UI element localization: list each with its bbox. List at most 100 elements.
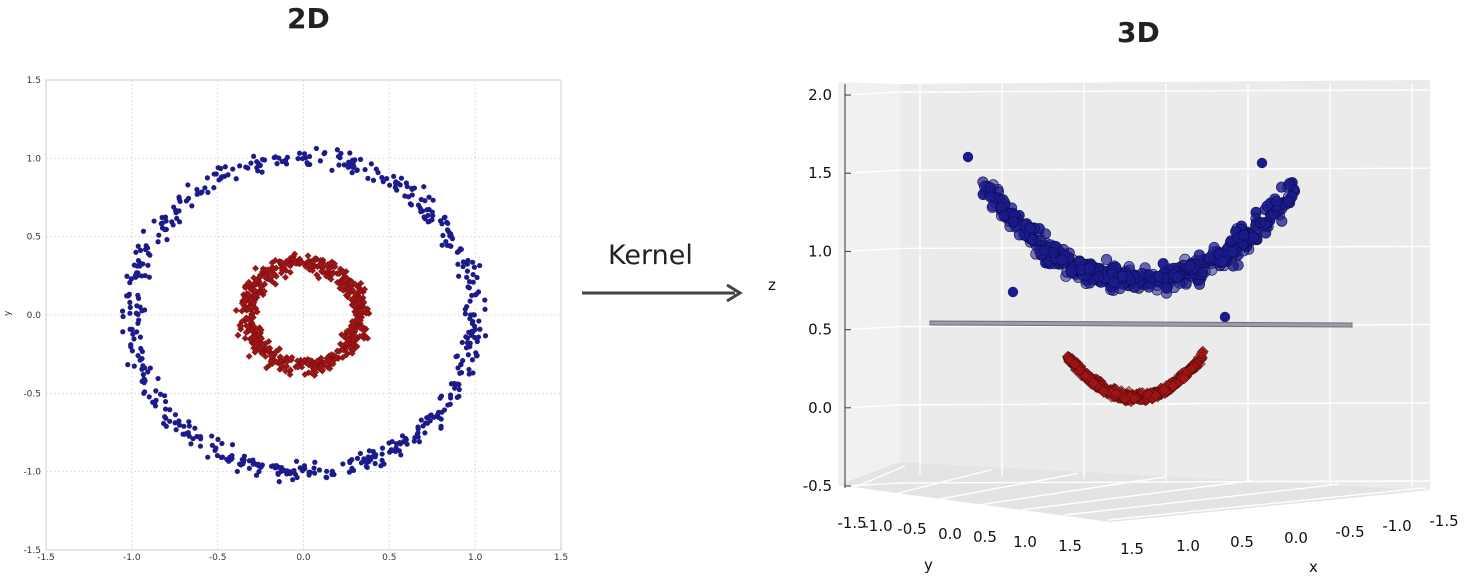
x-tick-label-3d: 1.5 [1120, 540, 1144, 558]
plot-2d: -1.5 -1.0 -0.5 0.0 0.5 1.0 1.5 1.5 1.0 0.5 0.0 -0.5… [3, 76, 568, 563]
red-point-2d [257, 282, 265, 290]
blue-point-2d [354, 455, 361, 461]
blue-point-2d [155, 239, 161, 245]
blue-point-2d [137, 263, 143, 269]
blue-point-2d [194, 433, 200, 440]
blue-point-2d [384, 175, 390, 182]
blue-point-2d [430, 197, 436, 203]
blue-point-2d [474, 274, 480, 281]
blue-point-2d [215, 436, 221, 443]
blue-point-2d [324, 468, 330, 474]
blue-point-2d [171, 204, 177, 210]
red-point-2d [348, 349, 356, 357]
red-point-2d [318, 267, 326, 275]
blue-point-2d [458, 246, 464, 252]
blue-point-2d [366, 448, 372, 454]
red-point-2d [286, 371, 294, 379]
blue-point-3d [1261, 200, 1273, 212]
red-point-2d [245, 352, 253, 360]
blue-point-2d [147, 365, 153, 371]
red-point-2d [329, 360, 337, 368]
red-point-2d [351, 331, 359, 339]
blue-point-2d [233, 176, 239, 182]
blue-point-2d [205, 189, 211, 196]
blue-point-2d [456, 393, 462, 399]
blue-point-2d [362, 166, 368, 173]
red-point-2d [358, 307, 365, 315]
blue-point-3d [1024, 222, 1036, 234]
blue-point-2d [398, 452, 404, 458]
blue-point-2d [213, 445, 219, 451]
blue-point-2d [466, 329, 472, 335]
blue-point-2d [470, 271, 476, 278]
red-point-2d [234, 331, 242, 339]
blue-point-2d [296, 150, 303, 156]
blue-point-2d [425, 212, 431, 219]
x-tick-label-2d: 1.0 [468, 553, 483, 563]
blue-point-2d [141, 380, 147, 386]
x-tick-label-2d: -1.0 [123, 553, 141, 563]
blue-point-2d [222, 164, 228, 170]
blue-point-2d [282, 157, 289, 163]
blue-point-2d [470, 259, 476, 265]
blue-point-2d [218, 454, 224, 461]
plot-3d-ticks: 2.01.51.00.50.0-0.5-1.5-1.0 -0.5 0.0 0.5 1.0… [803, 86, 1459, 558]
blue-point-2d [418, 417, 424, 423]
blue-point-2d [464, 261, 471, 267]
blue-point-2d [482, 297, 488, 303]
blue-point-2d [421, 184, 427, 190]
blue-point-3d [1219, 311, 1231, 323]
blue-point-2d [160, 420, 167, 427]
blue-point-2d [156, 232, 162, 238]
blue-point-2d [426, 194, 432, 200]
blue-point-2d [411, 438, 417, 444]
blue-point-2d [255, 168, 261, 174]
red-point-2d [361, 285, 369, 293]
z-tick-label-3d: -0.5 [803, 477, 832, 495]
x-tick-label-3d: 1.0 [1176, 537, 1200, 555]
blue-point-2d [176, 208, 182, 214]
blue-point-3d [1013, 229, 1025, 241]
y-tick-label-3d: -0.5 [897, 520, 926, 538]
blue-point-2d [312, 470, 318, 476]
blue-point-2d [470, 370, 476, 376]
blue-point-2d [448, 381, 455, 387]
blue-point-2d [338, 150, 344, 157]
blue-point-2d [136, 317, 142, 323]
blue-point-2d [209, 442, 215, 448]
blue-point-2d [364, 464, 370, 471]
blue-point-2d [372, 460, 378, 467]
red-point-2d [261, 273, 269, 281]
red-point-2d [244, 290, 252, 298]
red-point-2d [306, 266, 314, 274]
blue-point-2d [387, 182, 393, 188]
blue-point-2d [128, 344, 134, 350]
blue-point-2d [402, 193, 408, 199]
blue-point-2d [133, 249, 139, 255]
red-point-2d [322, 272, 330, 280]
blue-point-2d [357, 156, 364, 162]
red-point-2d [344, 336, 352, 344]
blue-point-2d [259, 462, 265, 468]
blue-point-2d [127, 304, 133, 310]
red-point-2d [335, 270, 343, 278]
blue-point-2d [358, 460, 365, 466]
blue-point-2d [482, 333, 489, 339]
blue-point-2d [467, 298, 473, 304]
red-point-3d [1068, 358, 1081, 371]
blue-point-2d [295, 155, 301, 162]
red-point-2d [263, 345, 271, 353]
blue-point-2d [398, 175, 405, 181]
blue-point-2d [153, 388, 159, 394]
blue-point-3d [1116, 270, 1128, 282]
blue-point-2d [350, 160, 356, 166]
blue-point-2d [415, 426, 421, 432]
blue-point-2d [139, 273, 145, 279]
blue-point-2d [446, 229, 452, 235]
blue-point-2d [140, 228, 147, 234]
red-point-3d [1195, 347, 1208, 360]
blue-point-3d [1184, 260, 1196, 272]
blue-point-2d [120, 329, 126, 335]
blue-point-2d [162, 406, 169, 412]
blue-point-2d [471, 264, 478, 270]
